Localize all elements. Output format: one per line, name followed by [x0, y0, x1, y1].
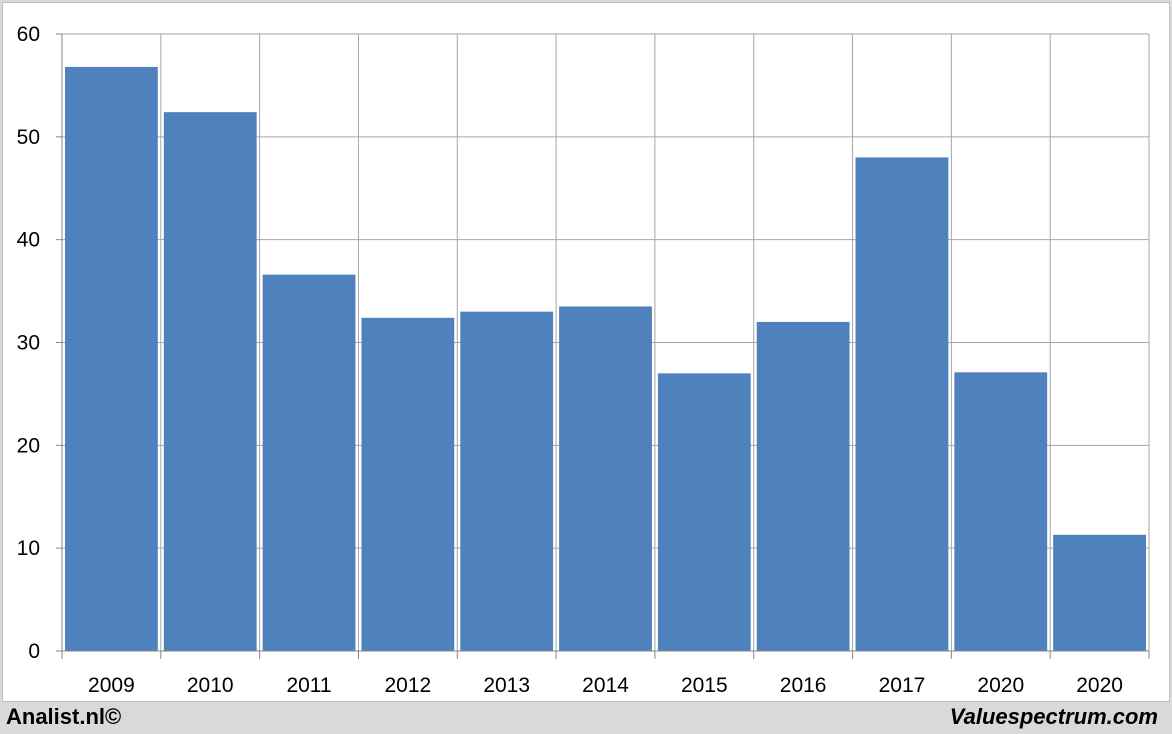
bar-2015-6 [657, 373, 751, 651]
x-tick-labels: 2009 2010 2011 2012 2013 2014 2015 2016 2017 2020… [88, 674, 1123, 697]
bar-2014-5 [559, 306, 652, 651]
bar-2013-4 [460, 311, 554, 651]
footer-right-credit: Valuespectrum.com [949, 704, 1158, 729]
bars-layer [65, 66, 1146, 652]
x-tick-label: 2020 [1076, 674, 1123, 697]
bar-2010-1 [163, 112, 257, 652]
y-tick-label: 0 [28, 640, 40, 663]
bar-2011-2 [262, 274, 356, 651]
x-tick-label: 2010 [187, 674, 234, 697]
bar-2017-8 [855, 157, 949, 651]
y-tick-label: 20 [17, 434, 40, 457]
axis-layer [56, 33, 1150, 659]
x-tick-label: 2016 [780, 674, 827, 697]
bar-2012-3 [361, 317, 455, 651]
bar-2016-7 [756, 321, 850, 651]
footer-left-credit: Analist.nl© [6, 704, 122, 729]
bar-2020-9 [954, 372, 1048, 651]
x-tick-label: 2012 [385, 674, 432, 697]
y-tick-label: 10 [17, 537, 40, 560]
x-tick-label: 2013 [483, 674, 530, 697]
y-tick-label: 50 [17, 126, 40, 149]
bar-2009-0 [65, 66, 158, 651]
x-tick-label: 2014 [582, 674, 629, 697]
y-tick-labels: 0 10 20 30 40 50 60 [17, 23, 40, 663]
x-tick-label: 2015 [681, 674, 728, 697]
x-tick-label: 2017 [879, 674, 926, 697]
y-tick-label: 60 [17, 23, 40, 46]
y-tick-label: 40 [17, 229, 40, 252]
x-tick-label: 2011 [286, 674, 331, 697]
x-tick-label: 2009 [88, 674, 135, 697]
y-tick-label: 30 [17, 332, 40, 355]
bar-2020-10 [1053, 534, 1146, 651]
x-tick-label: 2020 [977, 674, 1024, 697]
